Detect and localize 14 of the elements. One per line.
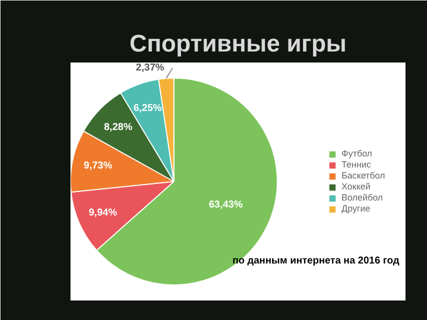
data-label: 9,73% (84, 160, 112, 172)
data-label: 63,43% (208, 199, 243, 210)
legend-label: Другие (342, 204, 370, 214)
legend-label: Хоккей (342, 182, 370, 192)
legend-label: Волейбол (342, 192, 383, 202)
data-label: 6,25% (133, 102, 162, 114)
data-label: 9,94% (88, 207, 118, 218)
data-label: 8,28% (104, 122, 132, 134)
legend-label: Футбол (342, 148, 372, 158)
data-label: 2,37% (136, 62, 164, 74)
chart-title: Спортивные игры (129, 30, 347, 58)
legend-label: Баскетбол (342, 170, 385, 180)
legend-label: Теннис (342, 160, 371, 170)
text: по данным интернета на 2016 год (232, 255, 400, 266)
